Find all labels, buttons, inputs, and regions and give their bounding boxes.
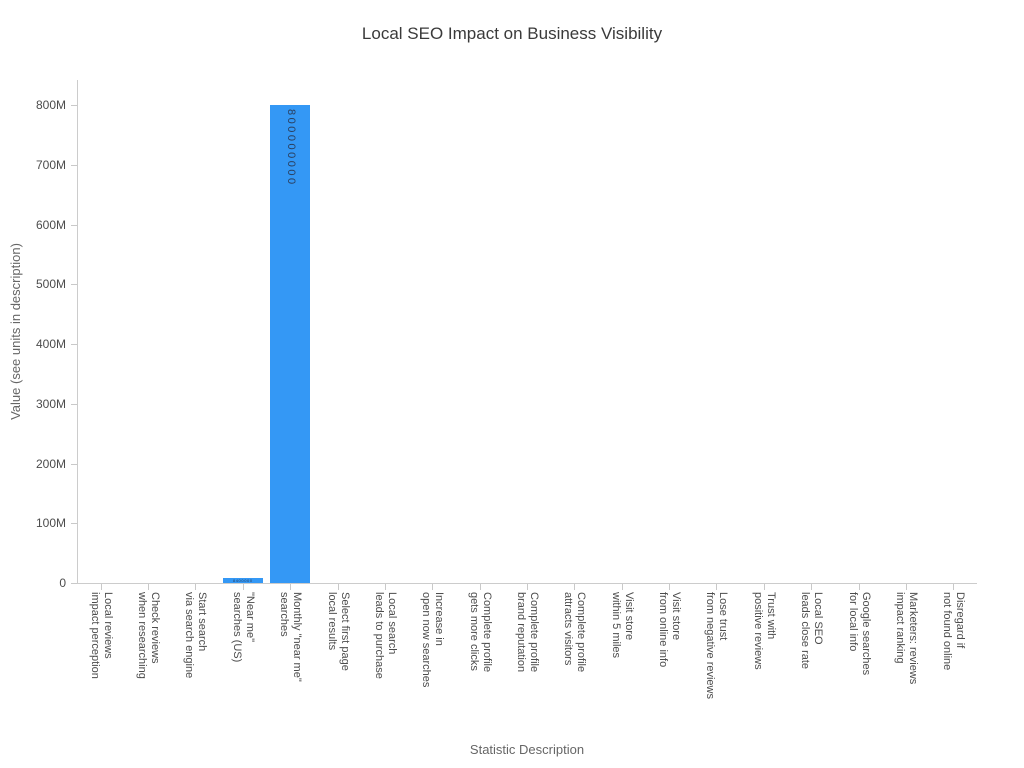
x-tick-label: Complete profile attracts visitors	[562, 592, 588, 673]
x-tick-label: Disregard if not found online	[941, 592, 967, 671]
y-tick-label: 600M	[35, 217, 66, 232]
x-tick-mark	[669, 584, 671, 590]
x-tick-mark	[479, 584, 481, 590]
x-tick-mark	[763, 584, 765, 590]
x-tick-mark	[242, 584, 244, 590]
y-axis-line	[77, 80, 78, 583]
x-tick-mark	[384, 584, 386, 590]
y-tick-label: 100M	[35, 516, 66, 531]
x-tick-mark	[527, 584, 528, 590]
x-axis-title: Statistic Description	[469, 742, 585, 757]
x-tick-mark	[716, 584, 718, 590]
y-tick-mark	[71, 523, 77, 525]
x-tick-mark	[195, 584, 197, 590]
x-tick-mark	[148, 584, 150, 590]
x-tick-mark	[574, 584, 576, 590]
x-tick-label: Visit store from online info	[657, 592, 683, 668]
x-tick-label: Increase in open now searches	[420, 592, 446, 688]
bar-value-label: 800000000	[284, 109, 297, 187]
x-tick-label: Select first page local results	[325, 592, 351, 671]
y-tick-label: 800M	[35, 98, 66, 113]
x-tick-label: Local reviews impact perception	[88, 592, 114, 679]
x-tick-mark	[811, 584, 813, 590]
x-tick-label: Visit store within 5 miles	[609, 592, 635, 659]
x-tick-label: Marketers: reviews impact ranking	[893, 592, 919, 685]
x-tick-mark	[858, 584, 860, 590]
y-tick-label: 500M	[35, 277, 66, 292]
x-tick-label: Complete profile brand reputation	[515, 592, 540, 673]
y-axis-title: Value (see units in description)	[7, 243, 23, 420]
chart-title: Local SEO Impact on Business Visibility	[361, 24, 663, 43]
y-tick-mark	[71, 164, 77, 166]
x-tick-label: "Near me" searches (US)	[230, 592, 256, 663]
plot-area: Local reviews impact perception Check rev…	[77, 80, 977, 699]
x-tick-mark	[100, 584, 102, 590]
x-tick-mark	[621, 584, 623, 590]
y-tick-label: 700M	[35, 157, 66, 172]
x-tick-mark	[432, 584, 434, 590]
y-tick-mark	[71, 105, 77, 107]
x-tick-label: Trust with positive reviews	[751, 592, 777, 670]
bar: 8400000	[222, 577, 263, 583]
y-tick-mark	[71, 403, 77, 405]
bar	[270, 105, 311, 583]
y-tick-label: 400M	[35, 337, 66, 352]
y-tick-label: 200M	[35, 456, 66, 471]
x-tick-label: Google searches for local info	[846, 592, 872, 676]
y-tick-mark	[71, 224, 77, 226]
x-tick-label: Monthly "near me" searches	[278, 592, 304, 682]
x-tick-label: Local search leads to purchase	[372, 592, 398, 679]
y-tick-mark	[71, 583, 77, 584]
x-tick-label: Complete profile gets more clicks	[467, 592, 493, 673]
x-axis-line	[77, 583, 977, 584]
x-tick-mark	[953, 584, 955, 590]
y-tick-label: 300M	[35, 396, 66, 411]
bar-value-label: 8400000	[232, 577, 253, 583]
x-tick-mark	[905, 584, 907, 590]
y-tick-mark	[71, 344, 77, 346]
y-tick-mark	[71, 463, 77, 465]
x-tick-label: Check reviews when researching	[136, 592, 162, 679]
y-axis-title-wrap: Value (see units in description)	[2, 80, 28, 583]
x-tick-label: Local SEO leads close rate	[799, 592, 825, 670]
y-tick-mark	[71, 284, 77, 286]
x-tick-mark	[290, 584, 292, 590]
y-tick-label: 0	[59, 576, 66, 590]
x-tick-label: Start search via search engine	[183, 592, 209, 679]
x-tick-label: Lose trust from negative reviews	[704, 592, 730, 699]
x-tick-mark	[337, 584, 339, 590]
